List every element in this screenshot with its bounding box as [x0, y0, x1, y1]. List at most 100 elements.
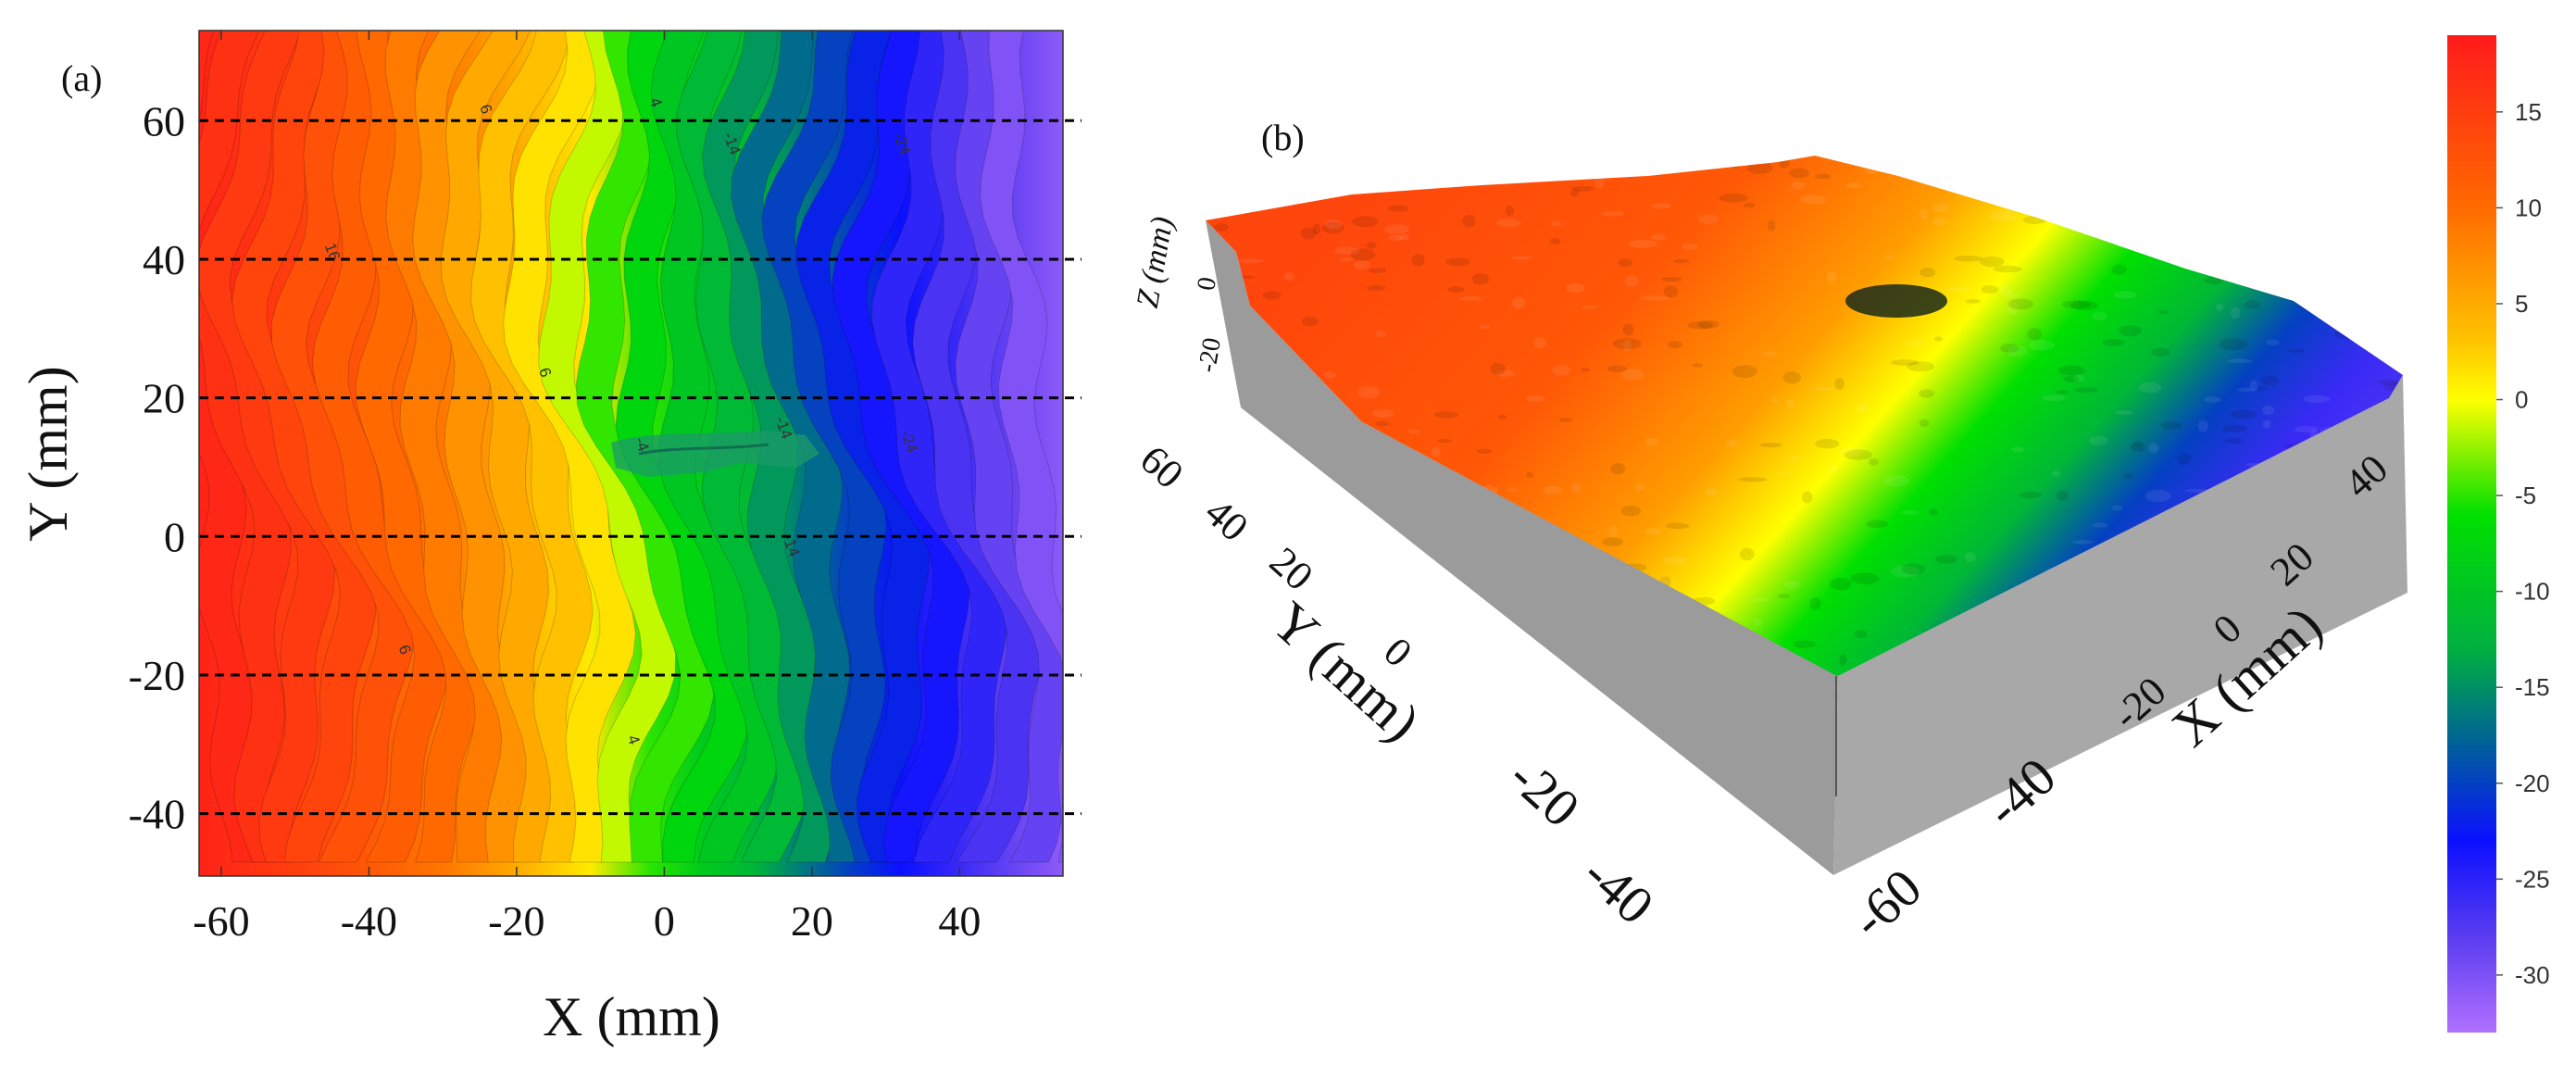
- surface-z-tick-labels: 0 -20: [1192, 275, 1227, 375]
- surface-speckle: [1828, 465, 1839, 473]
- surface-y-tick-label: -40: [1572, 843, 1666, 935]
- surface-speckle: [1367, 284, 1386, 292]
- surface-speckle: [1979, 257, 2005, 268]
- surface-speckle: [1234, 172, 1264, 182]
- surface-speckle: [2029, 203, 2058, 215]
- surface-speckle: [1374, 558, 1386, 563]
- surface-speckle: [1471, 272, 1490, 285]
- surface-speckle: [1687, 320, 1714, 330]
- surface-speckle: [1335, 542, 1363, 554]
- surface-speckle: [2383, 294, 2393, 306]
- surface-y-tick-label: 60: [1132, 436, 1192, 497]
- surface-speckle: [1447, 286, 1465, 294]
- surface-speckle: [2088, 435, 2108, 445]
- surface-speckle: [1932, 217, 1946, 226]
- surface-speckle: [1601, 537, 1624, 546]
- surface-speckle: [1391, 156, 1413, 160]
- surface-speckle: [2056, 490, 2070, 502]
- surface-speckle: [1526, 394, 1545, 402]
- surface-speckle: [2257, 385, 2267, 391]
- surface-speckle: [1844, 182, 1864, 189]
- surface-speckle: [1640, 295, 1669, 301]
- surface-speckle: [2070, 300, 2099, 310]
- surface-speckle: [1850, 572, 1880, 585]
- surface-speckle: [1496, 218, 1521, 228]
- surface-speckle: [2092, 522, 2108, 528]
- surface-speckle: [2204, 396, 2222, 403]
- surface-speckle: [1786, 398, 1794, 408]
- surface-speckle: [1834, 378, 1844, 390]
- surface-speckle: [1476, 448, 1492, 455]
- surface-speckle: [2312, 169, 2339, 182]
- surface-speckle: [1281, 514, 1310, 521]
- y-tick-label: 40: [143, 236, 185, 283]
- surface-speckle: [2262, 420, 2271, 429]
- surface-speckle: [2357, 157, 2375, 167]
- surface-speckle: [1732, 365, 1758, 378]
- colorbar-tick-label: -25: [2515, 865, 2550, 893]
- surface-speckle: [2145, 490, 2171, 502]
- surface-speckle: [1433, 411, 1459, 419]
- contour-band: [955, 31, 1063, 863]
- surface-speckle: [2028, 340, 2056, 351]
- surface-speckle: [1525, 680, 1536, 693]
- surface-speckle: [1791, 181, 1806, 190]
- surface-speckle: [2252, 241, 2260, 254]
- surface-speckle: [1799, 194, 1827, 205]
- surface-speckle: [1388, 234, 1404, 241]
- surface-speckle: [1382, 558, 1394, 565]
- surface-speckle: [1932, 203, 1949, 213]
- surface-speckle: [1206, 560, 1227, 569]
- surface-speckle: [2042, 394, 2066, 402]
- surface-speckle: [1558, 418, 1573, 422]
- surface-speckle: [1470, 158, 1493, 165]
- surface-speckle: [2169, 185, 2193, 191]
- surface-speckle: [1665, 522, 1690, 530]
- surface-speckle: [1206, 321, 1214, 333]
- surface-speckle: [2132, 441, 2144, 447]
- surface-speckle: [2377, 156, 2387, 166]
- surface-speckle: [1995, 173, 2019, 182]
- surface-y-tick-label: 40: [1196, 489, 1257, 550]
- surface-speckle: [2179, 215, 2195, 219]
- surface-speckle: [1284, 474, 1311, 488]
- surface-speckle: [1644, 528, 1662, 535]
- surface-speckle: [1543, 665, 1568, 670]
- surface-speckle: [2221, 424, 2247, 432]
- surface-front-left-wall: [1206, 220, 1838, 875]
- surface-speckle: [2266, 339, 2280, 345]
- surface-speckle: [1793, 640, 1816, 648]
- surface-speckle: [1283, 272, 1295, 282]
- surface-speckle: [1227, 170, 1256, 177]
- surface-speckle: [1882, 474, 1910, 487]
- surface-speckle: [1965, 299, 1982, 304]
- contour-band: [650, 31, 781, 863]
- surface-speckle: [1620, 505, 1642, 517]
- surface-speckle: [2224, 438, 2244, 445]
- surface-speckle: [1789, 168, 1809, 179]
- surface-speckle: [1662, 556, 1688, 565]
- surface-speckle: [2122, 472, 2133, 480]
- surface-speckle: [1566, 283, 1585, 293]
- surface-speckle: [2397, 271, 2403, 280]
- surface-speckle: [1350, 248, 1376, 261]
- surface-speckle: [1297, 191, 1309, 198]
- surface-speckle: [2294, 215, 2318, 226]
- surface-speckle: [2132, 231, 2144, 243]
- surface-speckle: [1582, 305, 1599, 309]
- surface-z-tick-label: 0: [1192, 275, 1222, 293]
- surface-speckle: [1398, 233, 1410, 241]
- surface-speckle: [1324, 219, 1343, 230]
- colorbar-tick-label: -20: [2515, 770, 2550, 797]
- surface-speckle: [1780, 470, 1790, 476]
- surface-speckle: [2145, 162, 2171, 170]
- surface-speckle: [1753, 618, 1763, 627]
- surface-front-right-wall: [1833, 375, 2407, 875]
- surface-speckle: [1610, 463, 1626, 475]
- surface-speckle: [1697, 214, 1719, 224]
- surface-speckle: [1739, 547, 1755, 561]
- x-tick-label: 40: [938, 897, 981, 945]
- surface-speckle: [2345, 328, 2362, 336]
- surface-speckle: [2328, 280, 2354, 286]
- surface-speckle: [1864, 167, 1879, 174]
